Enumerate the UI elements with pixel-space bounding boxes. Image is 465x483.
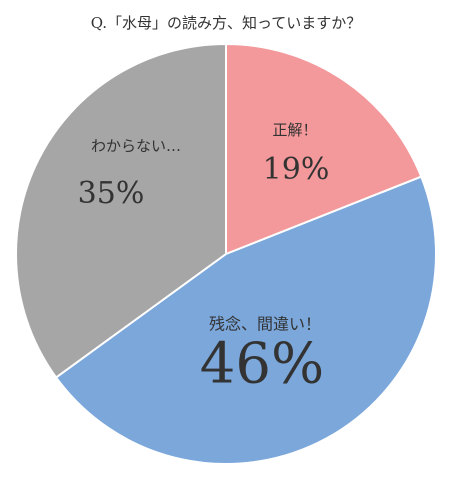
slice-label: 正解！ xyxy=(272,121,317,139)
slice-label: 残念、間違い！ xyxy=(209,315,321,334)
pie-slice xyxy=(54,175,437,465)
value-label: 35% xyxy=(78,176,145,211)
chart-title: Q.「水母」の読み方、知っていますか？ xyxy=(91,14,362,32)
pie-slice xyxy=(225,42,423,256)
value-label: 46% xyxy=(200,332,324,397)
slice-label: わからない… xyxy=(91,137,181,155)
value-label: 19% xyxy=(263,152,330,187)
pie-slice xyxy=(15,42,227,379)
